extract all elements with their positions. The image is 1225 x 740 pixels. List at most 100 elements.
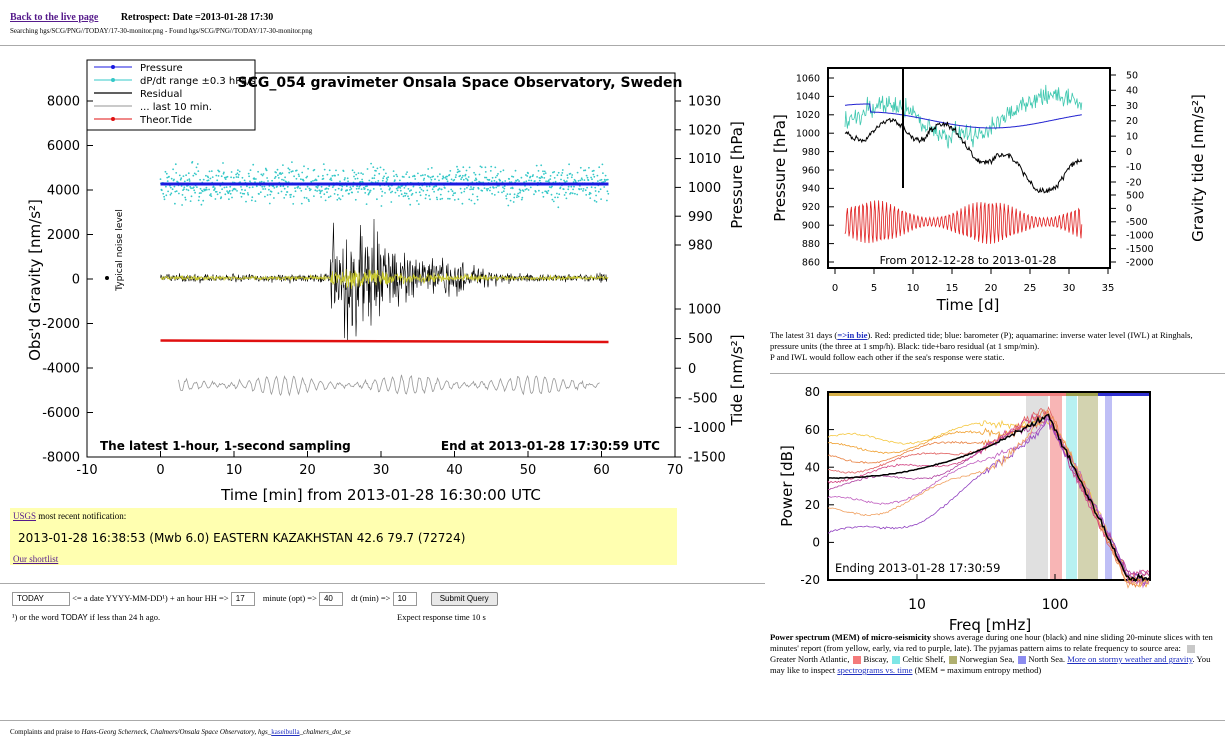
dpdt-dot: [358, 185, 361, 188]
dpdt-dot: [303, 196, 306, 199]
dpdt-dot: [187, 172, 190, 175]
dpdt-dot: [414, 178, 417, 180]
bie-link[interactable]: =>in bie: [837, 330, 868, 340]
pressure-frame: [827, 67, 1111, 269]
dpdt-dot: [590, 176, 592, 179]
dpdt-dot: [275, 171, 277, 174]
dpdt-dot: [276, 185, 278, 188]
dpdt-dot: [246, 185, 248, 188]
tick-label: 70: [667, 463, 684, 478]
shortlist-link[interactable]: Our shortlist: [13, 554, 59, 564]
dpdt-dot: [408, 176, 411, 179]
legend-label: Pressure: [140, 63, 183, 74]
dpdt-dot: [365, 203, 368, 206]
dpdt-dot: [188, 178, 191, 181]
dpdt-dot: [202, 199, 205, 202]
dpdt-dot: [583, 169, 585, 172]
dpdt-dot: [185, 188, 188, 191]
dpdt-dot: [519, 189, 522, 192]
dpdt-dot: [479, 165, 482, 168]
dpdt-dot: [337, 174, 340, 176]
dpdt-dot: [295, 169, 298, 172]
band: [1026, 394, 1048, 580]
dpdt-dot: [458, 170, 461, 173]
dpdt-dot: [355, 173, 358, 176]
minute-input[interactable]: 40: [318, 592, 343, 606]
tick-label: -2000: [1126, 257, 1154, 268]
area: Norwegian Sea,: [959, 654, 1015, 664]
dpdt-dot: [237, 169, 239, 172]
slice-spectrum: [827, 411, 1150, 588]
mail-link[interactable]: kaseibulla: [271, 728, 300, 736]
dpdt-dot: [302, 179, 305, 182]
dpdt-dot: [569, 172, 572, 175]
date-input[interactable]: TODAY: [12, 592, 70, 606]
noise-marker: [105, 276, 109, 280]
dpdt-dot: [477, 187, 480, 190]
dpdt-dot: [480, 166, 483, 169]
usgs-link[interactable]: USGS: [13, 511, 37, 521]
dpdt-dot: [268, 202, 271, 205]
dpdt-dot: [178, 192, 180, 195]
tick-label: 10: [226, 463, 243, 478]
dpdt-dot: [589, 192, 592, 195]
dpdt-dot: [407, 195, 409, 198]
dpdt-dot: [208, 170, 211, 173]
dpdt-dot: [466, 186, 468, 189]
submit-button[interactable]: Submit Query: [430, 592, 498, 606]
dpdt-dot: [520, 176, 523, 179]
header: Back to the live page Retrospect: Date =…: [10, 12, 273, 23]
caption-text: (MEM = maximum entropy method): [912, 665, 1042, 675]
dpdt-dot: [561, 169, 564, 171]
dpdt-dot: [541, 176, 543, 179]
dpdt-dot: [209, 177, 212, 180]
last-10-min: [178, 374, 600, 397]
dpdt-dot: [419, 186, 421, 189]
dpdt-dot: [520, 198, 523, 201]
tick-label: 8000: [47, 95, 80, 110]
back-link[interactable]: Back to the live page: [10, 12, 99, 23]
dpdt-dot: [355, 187, 358, 190]
dpdt-dot: [159, 178, 162, 181]
dpdt-dot: [308, 200, 310, 203]
dpdt-dot: [604, 180, 606, 183]
dpdt-dot: [334, 174, 336, 177]
dpdt-dot: [565, 191, 567, 194]
dpdt-dot: [222, 172, 225, 175]
dpdt-dot: [224, 193, 227, 196]
dpdt-dot: [214, 187, 216, 190]
residual-recent: [160, 269, 609, 289]
dpdt-dot: [532, 174, 534, 176]
y2-axis-label: Gravity tide [nm/s²]: [1189, 94, 1207, 242]
dpdt-dot: [273, 177, 276, 180]
legend-label: Theor.Tide: [139, 115, 192, 126]
dpdt-dot: [305, 197, 308, 199]
dpdt-dot: [330, 179, 333, 182]
dpdt-dot: [205, 188, 208, 191]
spectrogram-link[interactable]: spectrograms vs. time: [837, 665, 913, 675]
hour-input[interactable]: 17: [230, 592, 255, 606]
dpdt-dot: [166, 180, 169, 183]
dt-input[interactable]: 10: [392, 592, 417, 606]
slice-spectrum: [827, 409, 1150, 589]
dpdt-dot: [354, 178, 357, 180]
date-hint: <= a date YYYY-MM-DD¹) + an hour HH =>: [72, 592, 229, 603]
dpdt-dot: [363, 187, 366, 190]
dpdt-dot: [435, 196, 438, 199]
dpdt-dot: [346, 189, 349, 192]
stormy-link[interactable]: More on stormy weather and gravity: [1067, 654, 1193, 664]
dpdt-dot: [195, 166, 198, 169]
dpdt-dot: [502, 190, 505, 193]
dpdt-dot: [572, 181, 575, 183]
dpdt-dot: [496, 174, 498, 177]
dpdt-dot: [499, 179, 502, 182]
dpdt-dot: [486, 178, 489, 181]
tick-label: -8000: [42, 451, 80, 466]
dpdt-dot: [322, 177, 325, 180]
dpdt-dot: [317, 175, 320, 178]
x-axis-label: Freq [mHz]: [949, 616, 1031, 634]
dpdt-dot: [346, 177, 349, 180]
dpdt-dot: [574, 192, 576, 195]
dpdt-dot: [202, 178, 205, 181]
dpdt-dot: [222, 162, 224, 164]
